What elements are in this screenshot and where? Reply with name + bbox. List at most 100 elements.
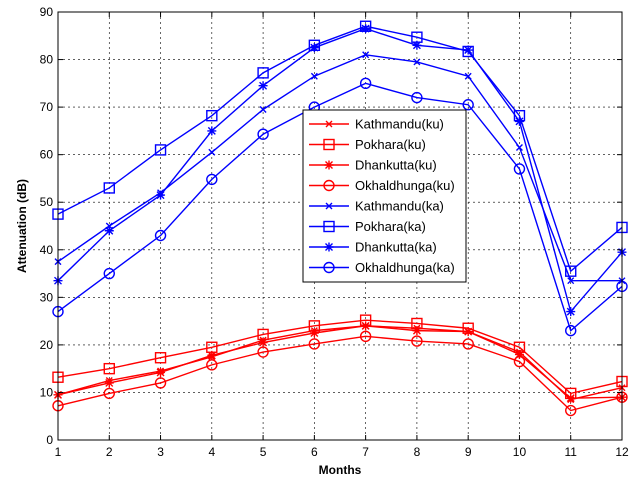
series-line (57, 54, 622, 282)
circle-marker (513, 163, 526, 175)
x-tick-label: 9 (465, 445, 472, 459)
legend-label: Dhankutta(ku) (355, 158, 437, 173)
legend-entry: Pokhara(ku) (309, 137, 426, 152)
x-tick-label: 5 (260, 445, 267, 459)
legend-entry: Okhaldhunga(ka) (309, 260, 455, 275)
star-marker (309, 328, 319, 338)
star-marker (104, 226, 114, 236)
square-marker (103, 182, 115, 194)
circle-marker (257, 128, 269, 140)
y-tick-label: 80 (40, 53, 54, 67)
y-axis-label: Attenuation (dB) (15, 179, 29, 273)
star-marker (156, 367, 166, 377)
x-tick-label: 1 (55, 445, 62, 459)
y-tick-label: 20 (40, 338, 54, 352)
y-tick-label: 10 (40, 385, 54, 399)
series-pokhara-ku (52, 314, 628, 400)
circle-marker (462, 338, 474, 350)
x-marker (325, 202, 333, 210)
x-marker (464, 72, 472, 80)
legend-entry: Kathmandu(ku) (309, 117, 444, 132)
circle-marker (411, 91, 423, 104)
circle-marker (565, 404, 577, 417)
x-marker (413, 58, 421, 66)
series-group (52, 20, 628, 417)
legend-label: Dhankutta(ka) (355, 240, 437, 255)
star-marker (566, 307, 576, 317)
star-marker (156, 190, 166, 200)
star-marker (463, 45, 473, 55)
x-tick-label: 2 (106, 445, 113, 459)
series-line (57, 25, 623, 273)
star-marker (361, 321, 371, 331)
circle-marker (257, 346, 269, 358)
star-marker (412, 40, 422, 50)
series-line (57, 82, 623, 332)
x-marker (515, 144, 523, 152)
circle-marker (462, 99, 474, 111)
x-tick-label: 6 (311, 445, 318, 459)
square-marker (154, 144, 167, 156)
circle-marker (411, 335, 423, 347)
series-line (57, 27, 623, 314)
y-tick-label: 40 (40, 243, 54, 257)
star-marker (104, 378, 114, 388)
circle-marker (359, 330, 372, 343)
circle-marker (154, 377, 167, 389)
x-tick-label: 3 (157, 445, 164, 459)
legend-entry: Dhankutta(ka) (309, 240, 437, 255)
circle-marker (103, 267, 115, 280)
star-marker (514, 349, 524, 359)
circle-marker (323, 179, 335, 192)
square-marker (323, 138, 335, 151)
series-line (57, 335, 623, 412)
x-marker (567, 277, 575, 285)
star-marker (324, 242, 334, 252)
x-axis-label: Months (319, 463, 362, 477)
legend-entry: Pokhara(ka) (309, 219, 426, 234)
star-marker (207, 350, 217, 360)
square-marker (257, 67, 269, 79)
legend-entry: Kathmandu(ka) (309, 199, 444, 214)
star-marker (412, 326, 422, 336)
y-tick-label: 50 (40, 195, 54, 209)
legend-label: Okhaldhunga(ku) (355, 178, 455, 193)
circle-marker (323, 261, 335, 274)
legend-box (302, 109, 467, 283)
square-marker (323, 220, 335, 233)
y-tick-label: 70 (40, 100, 54, 114)
star-marker (361, 24, 371, 34)
legend-entry: Okhaldhunga(ku) (309, 178, 455, 193)
legend-entry: Dhankutta(ku) (309, 158, 437, 173)
plot-area-frame (57, 11, 623, 441)
series-line (57, 319, 623, 395)
x-tick-label: 12 (615, 445, 629, 459)
x-tick-label: 4 (208, 445, 215, 459)
circle-marker (206, 359, 218, 371)
circle-marker (308, 338, 321, 350)
legend: Kathmandu(ku) Pokhara(ku) Dhankutta(ku) Okh… (302, 109, 467, 283)
x-marker (259, 105, 267, 113)
legend-label: Kathmandu(ka) (355, 199, 444, 214)
x-marker (325, 120, 333, 128)
y-tick-label: 60 (40, 148, 54, 162)
legend-label: Pokhara(ku) (355, 137, 426, 152)
x-tick-label: 11 (564, 445, 577, 459)
square-marker (206, 109, 218, 122)
circle-marker (565, 324, 577, 337)
circle-marker (103, 387, 115, 400)
legend-label: Kathmandu(ku) (355, 117, 444, 132)
legend-label: Okhaldhunga(ka) (355, 260, 455, 275)
legend-label: Pokhara(ka) (355, 219, 426, 234)
y-tick-label: 90 (40, 5, 54, 19)
star-marker (514, 116, 524, 126)
x-marker (208, 148, 216, 156)
star-marker (309, 43, 319, 53)
x-tick-label: 7 (362, 445, 369, 459)
square-marker (103, 362, 115, 375)
circle-marker (513, 355, 526, 368)
star-marker (258, 338, 268, 348)
y-tick-label: 30 (40, 290, 54, 304)
